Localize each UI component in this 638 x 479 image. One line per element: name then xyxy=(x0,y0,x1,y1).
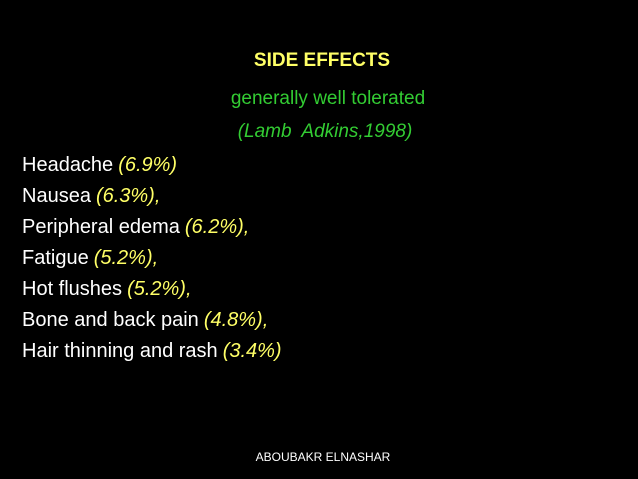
effect-rate: (5.2%), xyxy=(127,278,192,300)
effect-name: Peripheral edema xyxy=(22,216,180,238)
effect-rate: (3.4%) xyxy=(222,340,282,362)
effect-rate: (6.2%), xyxy=(184,216,250,238)
citation: (Lamb Adkins,1998) xyxy=(237,121,413,142)
effect-name: Hair thinning and rash xyxy=(22,340,218,362)
side-effect-item: Hair thinning and rash (3.4%) xyxy=(22,338,282,369)
title: SIDE EFFECTS xyxy=(253,50,391,71)
effect-name: Hot flushes xyxy=(22,278,123,300)
side-effect-item: Fatigue (5.2%), xyxy=(22,245,282,276)
effect-rate: (6.9%) xyxy=(118,154,178,176)
effect-name: Fatigue xyxy=(22,247,89,269)
side-effect-item: Headache (6.9%) xyxy=(22,152,282,183)
effect-name: Headache xyxy=(22,154,114,176)
side-effect-item: Peripheral edema (6.2%), xyxy=(22,214,282,245)
effect-rate: (4.8%), xyxy=(203,309,269,331)
side-effect-item: Bone and back pain (4.8%), xyxy=(22,307,282,338)
effect-rate: (5.2%), xyxy=(93,247,159,269)
footer: ABOUBAKR ELNASHAR xyxy=(255,450,391,464)
side-effect-list: Headache (6.9%) Nausea (6.3%), Peripheral ed… xyxy=(22,152,282,369)
effect-rate: (6.3%), xyxy=(95,185,161,207)
subtitle: generally well tolerated xyxy=(230,88,426,109)
side-effect-item: Nausea (6.3%), xyxy=(22,183,282,214)
effect-name: Nausea xyxy=(22,185,91,207)
effect-name: Bone and back pain xyxy=(22,309,199,331)
side-effect-item: Hot flushes (5.2%), xyxy=(22,276,282,307)
